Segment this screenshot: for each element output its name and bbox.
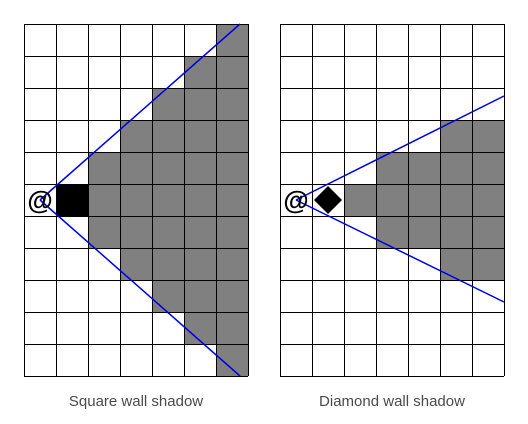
shadow-cell bbox=[216, 88, 248, 120]
shadow-cell bbox=[184, 216, 216, 248]
shadow-cell bbox=[216, 312, 248, 344]
shadow-cell bbox=[440, 216, 472, 248]
shadow-cell bbox=[440, 248, 472, 280]
shadow-cell bbox=[216, 216, 248, 248]
shadow-cell bbox=[216, 56, 248, 88]
shadow-cell bbox=[152, 248, 184, 280]
shadow-cell bbox=[184, 120, 216, 152]
sight-ray bbox=[39, 23, 241, 201]
shadow-cell bbox=[88, 152, 120, 184]
shadow-cell bbox=[184, 312, 216, 344]
shadow-cell bbox=[184, 280, 216, 312]
shadow-cell bbox=[472, 248, 504, 280]
shadow-cell bbox=[472, 216, 504, 248]
observer-symbol: @ bbox=[27, 185, 52, 215]
shadow-cell bbox=[216, 120, 248, 152]
shadow-cell bbox=[216, 248, 248, 280]
shadow-cell bbox=[184, 56, 216, 88]
shadow-cell bbox=[152, 280, 184, 312]
shadow-cell bbox=[344, 184, 376, 216]
grid-lines bbox=[280, 24, 505, 377]
shadow-cell bbox=[152, 120, 184, 152]
shadow-cell bbox=[472, 120, 504, 152]
shadow-cell bbox=[120, 184, 152, 216]
sight-ray bbox=[295, 199, 505, 303]
shadow-cell bbox=[472, 184, 504, 216]
diamond-wall bbox=[314, 186, 342, 214]
shadow-cell bbox=[152, 88, 184, 120]
shadow-cell bbox=[408, 152, 440, 184]
shadow-cell bbox=[216, 184, 248, 216]
shadow-cell bbox=[152, 152, 184, 184]
diamond-wall-caption: Diamond wall shadow bbox=[319, 393, 465, 410]
square-wall-caption: Square wall shadow bbox=[68, 393, 204, 410]
shadow-cell bbox=[88, 216, 120, 248]
shadow-cell bbox=[440, 184, 472, 216]
shadow-cell bbox=[152, 184, 184, 216]
shadow-cell bbox=[408, 216, 440, 248]
shadow-cell bbox=[408, 184, 440, 216]
shadow-cell bbox=[472, 152, 504, 184]
square-wall bbox=[56, 184, 88, 216]
shadow-cell bbox=[184, 152, 216, 184]
shadow-cell bbox=[184, 184, 216, 216]
shadow-cell bbox=[216, 280, 248, 312]
observer-symbol: @ bbox=[283, 185, 308, 215]
sight-ray bbox=[39, 199, 241, 377]
shadow-cell bbox=[216, 152, 248, 184]
shadow-cell bbox=[120, 152, 152, 184]
shadow-cell bbox=[184, 88, 216, 120]
shadow-cell bbox=[120, 216, 152, 248]
shadow-cell bbox=[440, 152, 472, 184]
shadow-cell bbox=[152, 216, 184, 248]
shadow-cell bbox=[184, 248, 216, 280]
shadow-cell bbox=[376, 216, 408, 248]
sight-ray bbox=[295, 95, 505, 201]
square-wall-panel: @ bbox=[24, 23, 249, 377]
shadow-cell bbox=[376, 184, 408, 216]
diamond-wall-panel: @ bbox=[280, 24, 505, 377]
shadow-cell bbox=[88, 184, 120, 216]
